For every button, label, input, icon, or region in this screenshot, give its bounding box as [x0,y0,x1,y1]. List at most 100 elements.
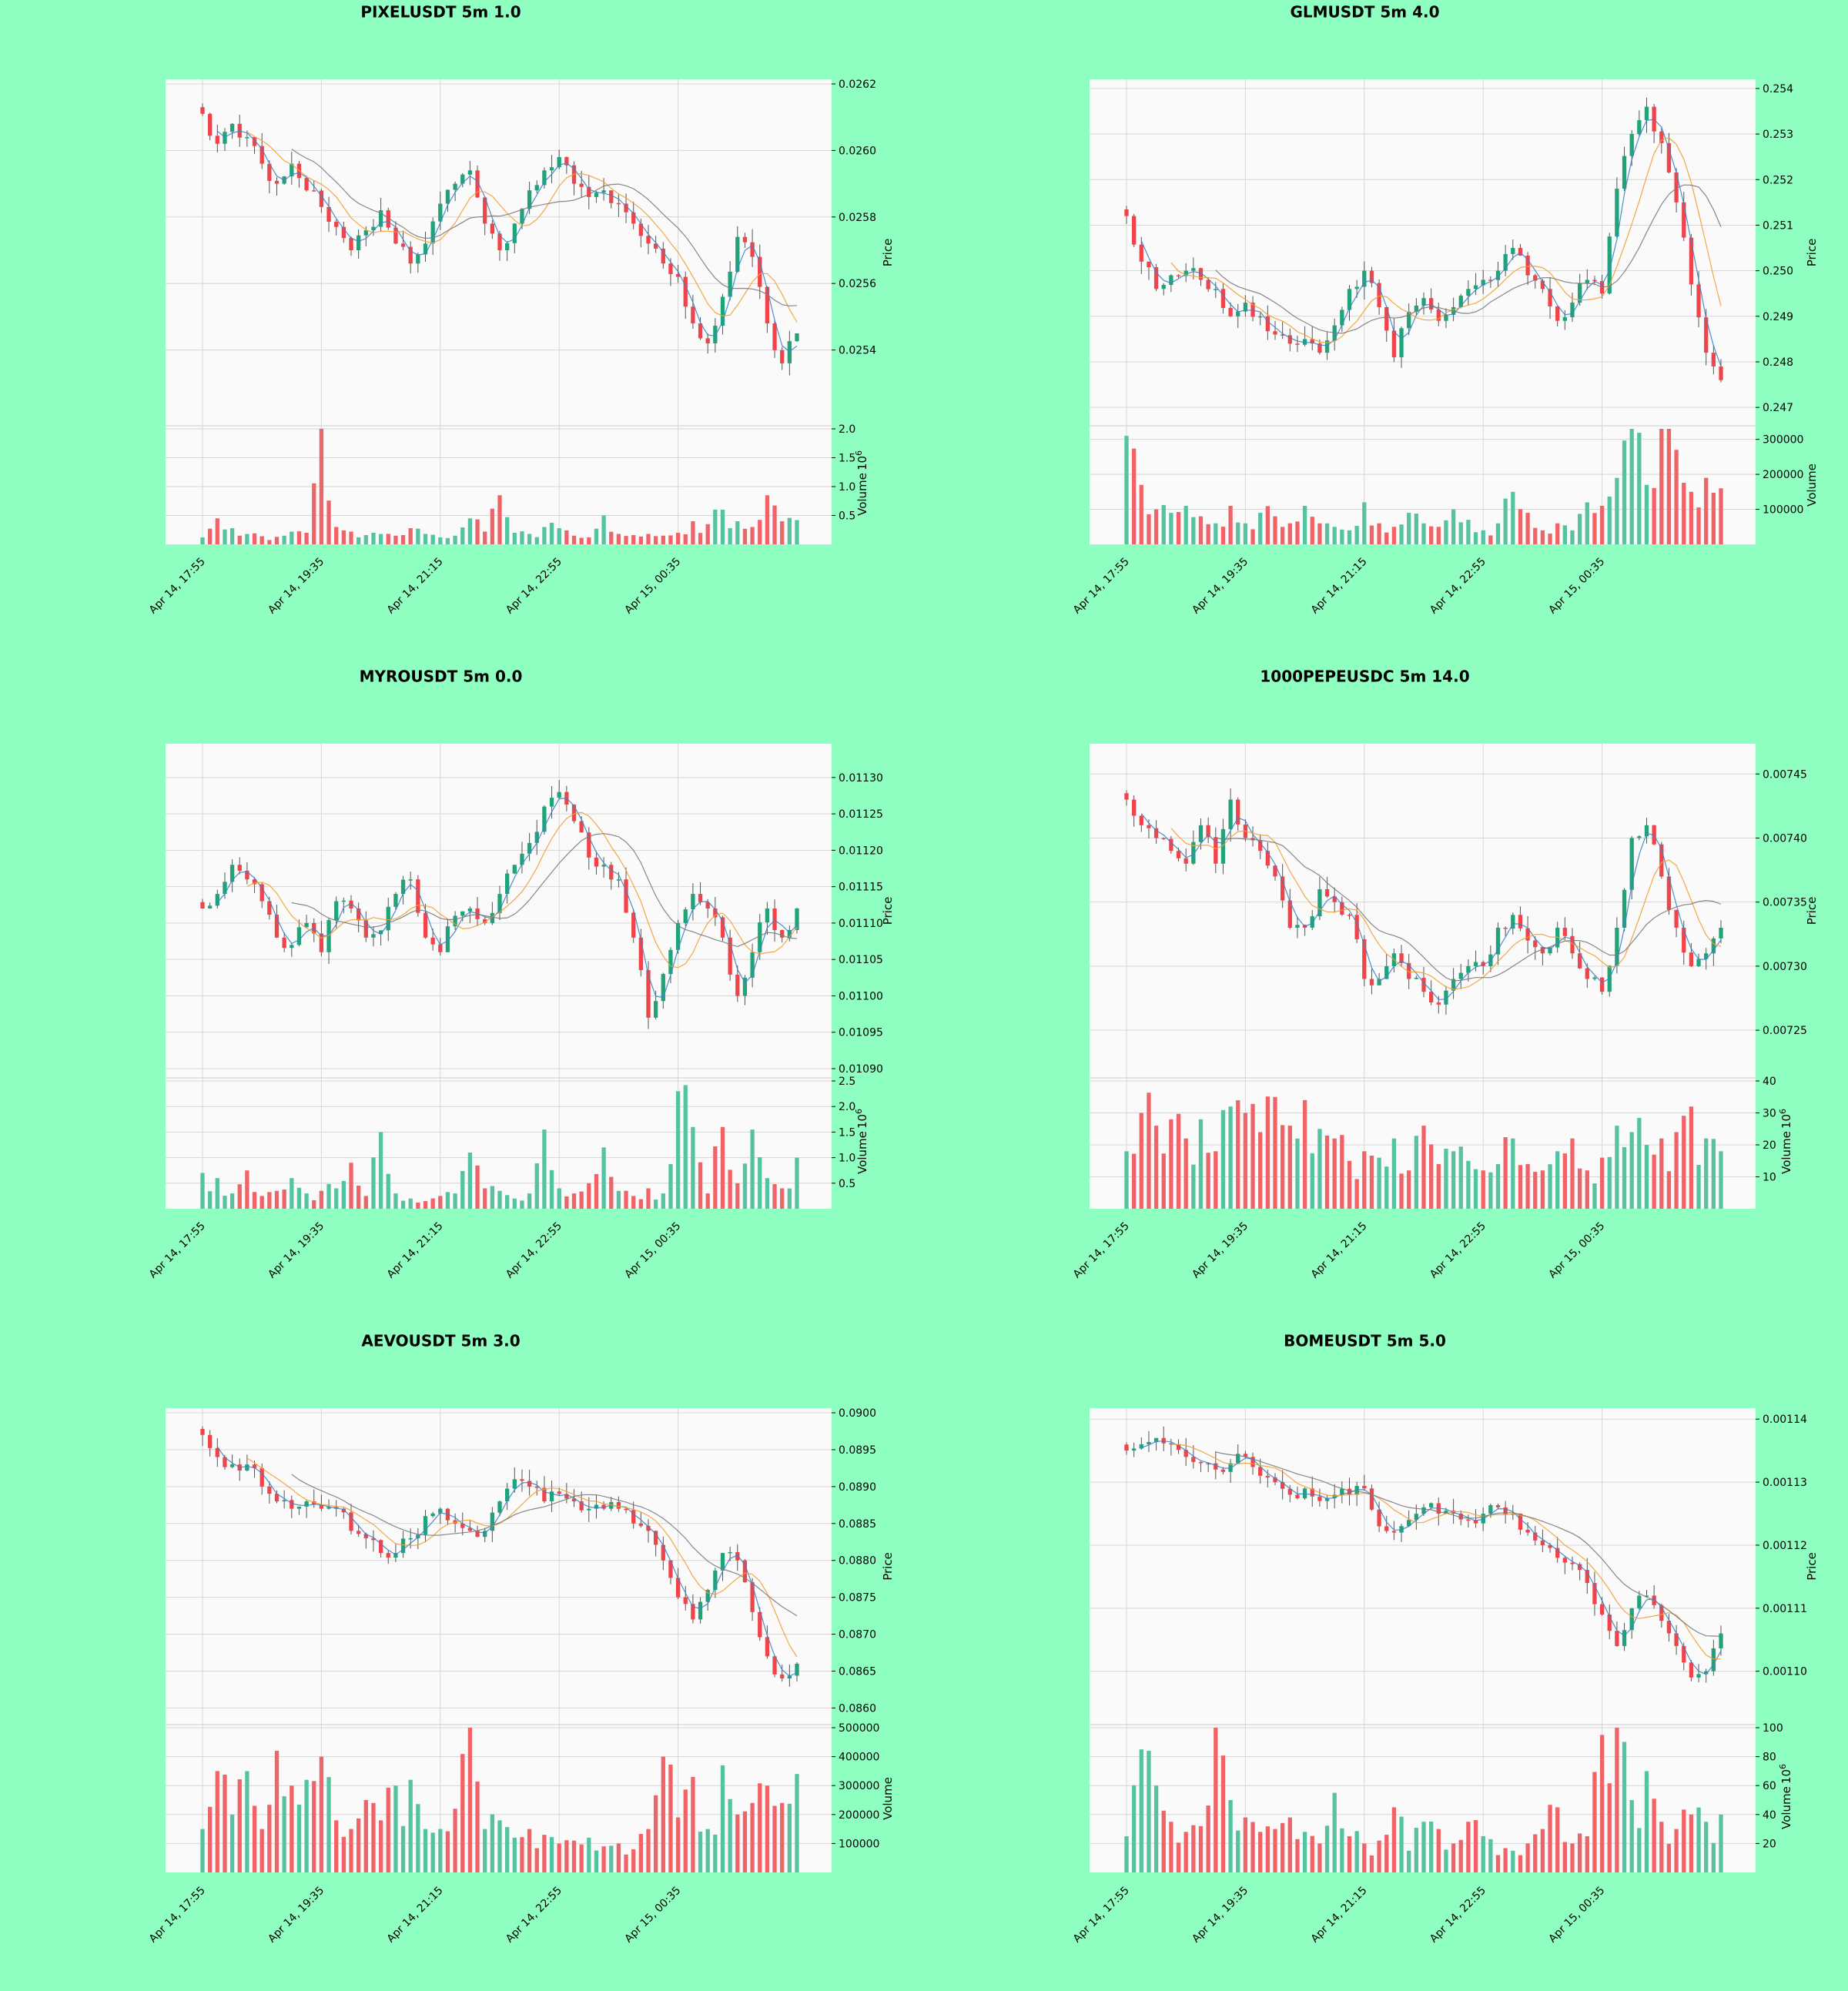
candle-body [1659,131,1664,143]
candle-body [1147,825,1151,828]
candle-body [245,870,249,880]
candle-body [698,894,703,902]
volume-bar [438,1829,443,1872]
volume-bar [631,1196,636,1209]
candle-body [267,1486,272,1494]
volume-tick-label: 1.5 [839,453,855,465]
volume-bar [1206,1805,1210,1872]
volume-tick-label: 100000 [839,1838,879,1850]
candle-body [601,190,606,193]
volume-bar [601,1846,606,1872]
volume-bar [661,1756,665,1872]
candle-body [1354,915,1359,939]
candle-body [1354,1485,1359,1495]
candle-body [720,296,725,326]
volume-bar [237,535,242,544]
candle-body [1458,972,1463,979]
candle-body [1265,851,1270,866]
candle-body [675,1578,681,1598]
volume-exponent-power: 6 [854,450,864,456]
volume-bar [1704,1822,1709,1872]
volume-bar [1562,525,1568,544]
candle-body [1414,305,1419,312]
candle-body [371,226,376,231]
volume-bar [1206,524,1210,544]
candle-body [1302,1488,1307,1499]
volume-bar [675,1091,681,1209]
volume-tick-label: 80 [1763,1752,1776,1764]
volume-bar [1214,1151,1218,1209]
candle-body [1414,1514,1419,1521]
volume-bar [1518,1855,1523,1872]
candle-body [638,223,644,236]
candle-body [668,949,673,975]
candle-body [497,1501,502,1513]
volume-bar [1428,1821,1434,1872]
candle-body [416,879,420,913]
volume-bar [1317,1843,1322,1872]
candle-body [1139,244,1143,262]
candle-body [290,1500,294,1509]
candle-body [1659,1605,1664,1621]
volume-bar [490,508,495,544]
candle-body [252,137,257,146]
candle-body [1622,1630,1627,1646]
candle-body [1317,1496,1322,1501]
volume-bar [750,527,755,544]
volume-bar [1622,1146,1627,1209]
volume-bar [624,536,628,544]
candle-body [579,1501,584,1511]
candle-body [1458,1514,1463,1520]
candle-body [765,286,770,324]
volume-bar [534,1848,539,1872]
volume-bar [483,1188,487,1209]
volume-bar [1302,1832,1307,1872]
volume-bar [1518,509,1523,544]
candle-body [1183,858,1188,864]
candle-body [1436,310,1441,321]
price-tick-label: 0.0865 [839,1665,876,1678]
candle-body [1666,1621,1672,1634]
candle-body [691,306,695,324]
candle-body [1540,280,1545,289]
candle-body [252,879,257,885]
volume-bar [319,1190,324,1209]
candle-body [1236,311,1240,316]
candle-body [1466,289,1471,296]
candle-body [1548,289,1552,306]
volume-bar [349,1829,353,1872]
candle-body [483,197,487,224]
candle-body [1458,296,1463,307]
candle-body [557,791,561,798]
volume-bar [371,532,376,544]
candle-body [1399,328,1404,358]
volume-bar [1198,1825,1204,1872]
volume-bars [200,1728,799,1872]
volume-bar [1637,433,1642,544]
volume-bar [215,518,219,544]
candle-body [1473,1520,1478,1524]
volume-bar [758,1157,762,1209]
candle-body [758,1611,762,1638]
candle-body [1518,248,1523,256]
candle-body [1153,828,1159,838]
volume-bar [1391,1807,1397,1872]
volume-bar [252,533,257,544]
volume-bar [549,1170,554,1209]
volume-bar [1273,516,1277,544]
candle-body [326,920,331,952]
candle-body [1622,889,1627,928]
volume-tick-label: 100000 [1763,504,1803,517]
volume-bar [408,528,413,544]
volume-bar [1451,509,1456,544]
candle-body [1362,1485,1367,1489]
candle-body [601,865,606,867]
candle-body [1206,1463,1210,1464]
volume-bar [1220,527,1226,544]
candle-body [1407,1520,1411,1527]
volume-bar [445,1831,450,1872]
candle-body [1696,284,1701,318]
volume-bar [542,1835,547,1872]
moving-average-line-3 [1215,184,1722,334]
candle-body [1369,979,1374,985]
